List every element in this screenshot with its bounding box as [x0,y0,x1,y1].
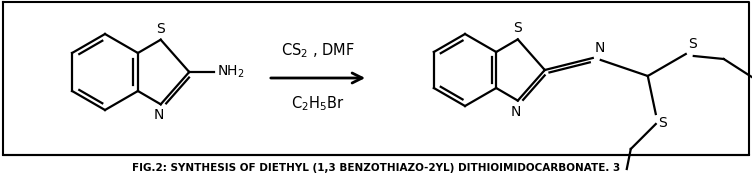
Text: CS$_2$ , DMF: CS$_2$ , DMF [281,41,355,60]
Text: S: S [156,22,165,36]
Text: FIG.2: SYNTHESIS OF DIETHYL (1,3 BENZOTHIAZO-2YL) DITHIOIMIDOCARBONATE. 3: FIG.2: SYNTHESIS OF DIETHYL (1,3 BENZOTH… [132,163,620,173]
Text: NH$_2$: NH$_2$ [217,64,245,80]
Text: C$_2$H$_5$Br: C$_2$H$_5$Br [291,94,345,113]
Text: N: N [595,41,605,55]
Text: H$_3$C: H$_3$C [609,177,635,178]
Text: N: N [153,108,164,122]
Text: S: S [688,37,696,51]
Text: S: S [514,21,522,35]
Text: N: N [511,105,521,119]
Text: S: S [658,116,666,130]
